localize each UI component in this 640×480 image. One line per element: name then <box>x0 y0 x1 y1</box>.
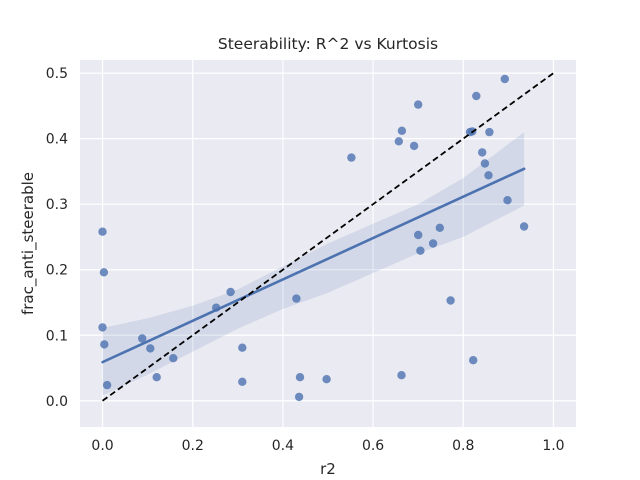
data-point <box>152 373 161 382</box>
reference-dashed-line <box>102 72 554 402</box>
data-point <box>100 340 109 349</box>
data-point <box>295 373 305 382</box>
y-tick-label: 0.4 <box>46 132 68 148</box>
x-tick-label: 1.0 <box>542 438 564 454</box>
data-points <box>98 74 529 402</box>
x-tick-labels: 0.0 0.2 0.4 0.6 0.8 1.0 <box>91 438 564 454</box>
data-point <box>503 196 512 205</box>
y-axis-label: frac_anti_steerable <box>19 172 38 315</box>
y-tick-label: 0.5 <box>46 66 68 82</box>
data-point <box>469 356 478 365</box>
data-point <box>416 246 425 255</box>
data-point <box>446 296 455 305</box>
data-point <box>478 148 487 157</box>
data-point <box>428 239 438 248</box>
data-point <box>294 392 304 402</box>
data-point <box>238 377 247 386</box>
x-tick-label: 0.0 <box>91 438 113 454</box>
x-tick-label: 0.2 <box>182 438 204 454</box>
data-point <box>98 323 107 332</box>
data-point <box>414 230 423 240</box>
data-point <box>397 371 406 380</box>
y-tick-label: 0.0 <box>46 394 68 410</box>
data-point <box>394 137 403 146</box>
chart-title: Steerability: R^2 vs Kurtosis <box>218 35 438 53</box>
y-tick-label: 0.3 <box>46 197 68 213</box>
x-tick-label: 0.4 <box>272 438 294 454</box>
data-point <box>138 334 147 343</box>
data-point <box>397 126 407 135</box>
confidence-band <box>102 132 525 396</box>
data-point <box>146 344 155 353</box>
y-tick-label: 0.2 <box>46 263 68 279</box>
data-point <box>409 141 419 151</box>
data-point <box>98 227 107 236</box>
confidence-band-area <box>102 132 525 396</box>
data-point <box>500 74 509 84</box>
y-tick-label: 0.1 <box>46 328 68 344</box>
data-point <box>99 268 109 277</box>
regression-line <box>101 167 526 364</box>
data-point <box>238 343 247 352</box>
x-axis-label: r2 <box>320 460 336 478</box>
data-point <box>226 287 235 297</box>
data-point <box>322 375 331 384</box>
plot-area <box>80 60 576 427</box>
data-point <box>472 91 481 101</box>
x-tick-label: 0.8 <box>452 438 474 454</box>
data-point <box>435 223 444 232</box>
data-point <box>485 127 494 137</box>
data-point <box>102 380 112 390</box>
data-point <box>169 354 178 363</box>
data-point <box>480 159 490 168</box>
data-point <box>347 153 356 162</box>
data-point <box>519 222 529 231</box>
data-point <box>414 100 423 109</box>
x-tick-label: 0.6 <box>362 438 384 454</box>
data-point <box>484 171 493 180</box>
y-tick-labels: 0.0 0.1 0.2 0.3 0.4 0.5 <box>46 66 68 410</box>
fit-lines <box>101 72 554 402</box>
data-point <box>292 294 301 303</box>
